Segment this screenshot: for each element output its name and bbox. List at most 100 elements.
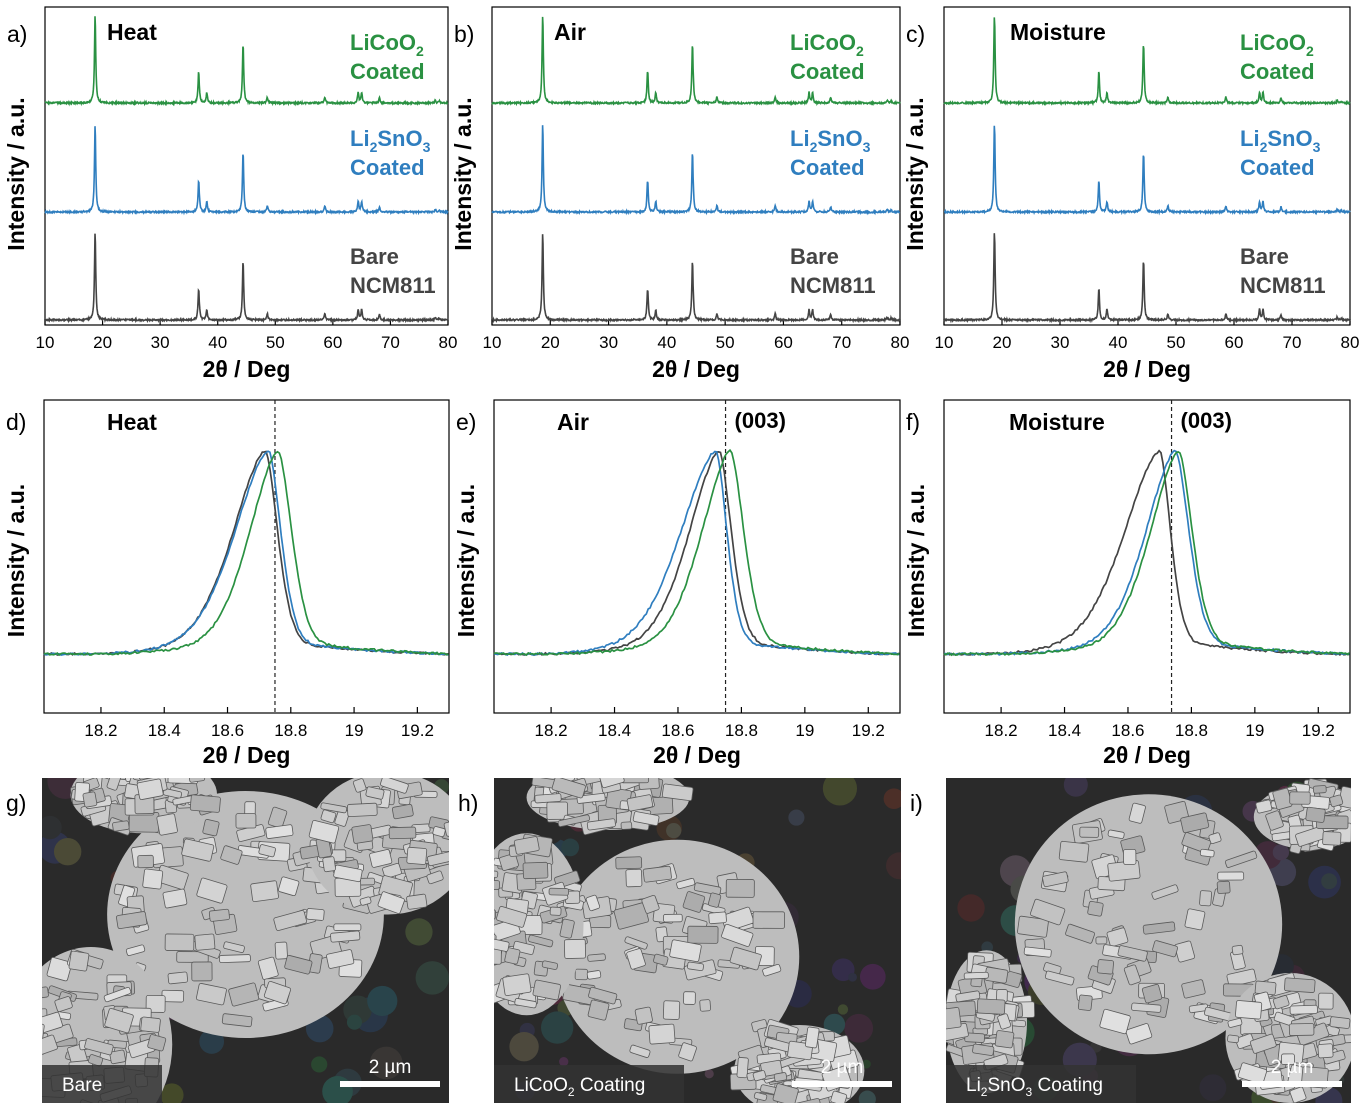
primary-grain (753, 1092, 768, 1101)
primary-grain (963, 971, 989, 980)
x-tick-label: 20 (993, 333, 1012, 352)
condition-title: Moisture (1010, 19, 1106, 45)
primary-grain (140, 1016, 161, 1033)
x-tick-label: 30 (151, 333, 170, 352)
primary-grain (68, 950, 90, 972)
bare-label: Bare (790, 244, 839, 269)
primary-grain (514, 998, 537, 1009)
sem-texture (405, 918, 433, 946)
primary-grain (599, 778, 625, 789)
plot-frame (491, 6, 901, 326)
primary-grain (1227, 1034, 1240, 1044)
primary-grain (208, 908, 230, 922)
primary-grain (46, 957, 73, 982)
licoo2-label: LiCoO2 (790, 30, 864, 59)
primary-grain (600, 763, 627, 777)
peak-label: (003) (735, 408, 786, 433)
primary-grain (1141, 983, 1163, 1004)
primary-grain (546, 801, 568, 820)
primary-grain (641, 894, 660, 914)
primary-grain (195, 982, 227, 1006)
x-tick-label: 18.4 (598, 721, 631, 740)
primary-grain (729, 946, 762, 971)
x-tick-label: 70 (832, 333, 851, 352)
sem-texture (53, 837, 82, 866)
plot-frame (943, 6, 1351, 326)
peak-label: (003) (1181, 408, 1232, 433)
primary-grain (1017, 915, 1049, 938)
primary-grain (465, 910, 489, 934)
primary-grain (1106, 927, 1129, 947)
x-axis-label: 2θ / Deg (1103, 742, 1191, 768)
primary-grain (662, 1000, 681, 1020)
primary-grain (221, 1013, 253, 1028)
panel-letter: h) (458, 790, 478, 816)
primary-grain (1235, 1000, 1263, 1020)
primary-grain (426, 870, 444, 885)
y-axis-label: Intensity / a.u. (3, 484, 29, 637)
primary-grain (1023, 946, 1052, 958)
primary-grain (587, 953, 606, 962)
primary-grain (772, 1083, 799, 1103)
scale-bar-label: 2 µm (1271, 1057, 1314, 1078)
sem-texture (369, 1046, 403, 1080)
primary-grain (235, 813, 257, 829)
primary-grain (955, 990, 981, 1003)
primary-grain (54, 996, 73, 1012)
primary-grain (676, 877, 696, 890)
primary-grain (145, 995, 166, 1013)
primary-grain (946, 1007, 962, 1030)
primary-grain (804, 1026, 820, 1049)
primary-grain (185, 778, 210, 779)
primary-grain (687, 925, 719, 944)
primary-grain (469, 903, 486, 923)
primary-grain (91, 778, 116, 780)
sem-micrograph (946, 778, 1351, 1103)
sem-texture (1199, 1074, 1227, 1102)
primary-grain (1123, 848, 1137, 865)
primary-grain (661, 783, 694, 802)
primary-grain (333, 923, 362, 931)
primary-grain (104, 1008, 134, 1034)
primary-grain (502, 973, 532, 997)
primary-grain (181, 838, 215, 862)
primary-grain (504, 947, 521, 965)
primary-grain (223, 941, 245, 953)
peak-panel-d: 18.2 18.4 18.6 18.8 19 19.2 d) Heat 2θ / Deg Inte… (3, 399, 450, 768)
primary-grain (541, 960, 559, 970)
li2sno3-label: Li2SnO3 (350, 126, 431, 155)
primary-grain (648, 1023, 676, 1045)
series-li2sno3-line (43, 450, 449, 657)
series-bare-line (943, 233, 1351, 324)
primary-grain (1095, 936, 1108, 945)
primary-grain (687, 961, 704, 972)
sem-texture (788, 809, 805, 826)
series-licoo2-line (943, 450, 1350, 657)
x-tick-label: 60 (323, 333, 342, 352)
sem-texture (885, 852, 901, 880)
series-li2sno3-line (944, 449, 1350, 657)
primary-grain (127, 763, 139, 776)
sem-texture (822, 778, 858, 806)
primary-grain (250, 880, 279, 903)
primary-grain (473, 949, 490, 964)
sem-texture (346, 1014, 362, 1030)
primary-grain (1231, 944, 1244, 956)
primary-grain (164, 933, 195, 952)
x-tick-label: 60 (1225, 333, 1244, 352)
primary-grain (549, 906, 562, 916)
primary-grain (136, 778, 164, 801)
primary-grain (669, 939, 702, 963)
primary-grain (1151, 884, 1179, 900)
series-li2sno3-line (493, 450, 900, 656)
primary-grain (1042, 871, 1069, 888)
x-tick-label: 80 (891, 333, 910, 352)
primary-grain (557, 814, 591, 827)
primary-grain (752, 1070, 767, 1082)
x-axis-label: 2θ / Deg (1103, 356, 1191, 382)
primary-grain (1079, 826, 1100, 838)
primary-grain (752, 911, 786, 929)
primary-grain (1237, 1062, 1268, 1085)
primary-grain (653, 953, 669, 966)
primary-grain (443, 819, 449, 837)
